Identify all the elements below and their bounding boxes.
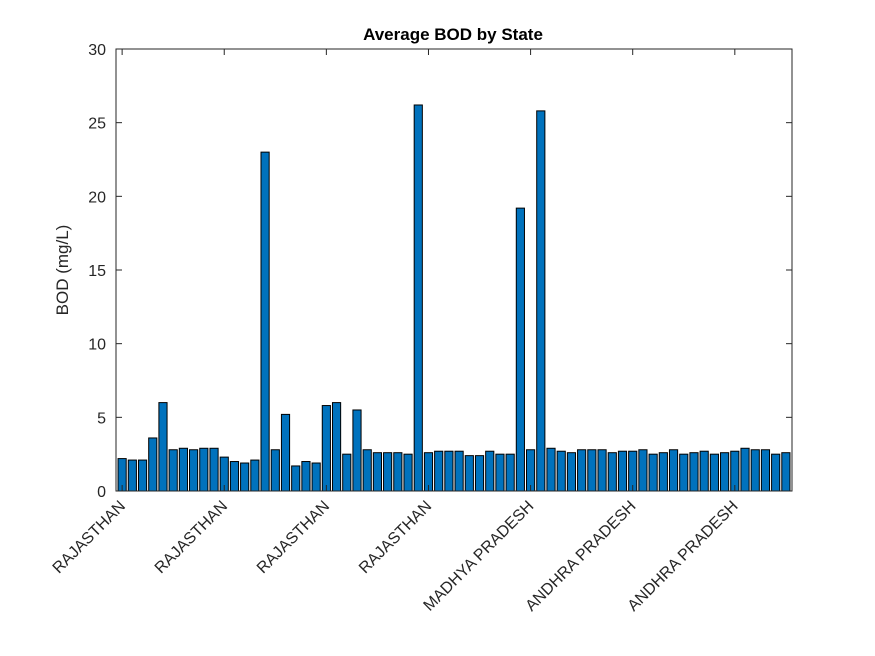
bar <box>199 447 209 492</box>
bar <box>464 455 474 492</box>
bar <box>362 449 372 492</box>
bar <box>454 450 464 492</box>
bar <box>444 450 454 492</box>
bar <box>526 449 536 492</box>
bar <box>679 453 689 492</box>
x-tick-label: RAJASTHAN <box>356 498 435 577</box>
bars-group <box>117 104 791 492</box>
bar <box>495 453 505 492</box>
bar <box>515 207 525 492</box>
bar <box>434 450 444 492</box>
bar <box>352 409 362 492</box>
bar <box>168 449 178 492</box>
bar <box>250 459 260 492</box>
bar <box>536 110 546 492</box>
bar <box>474 455 485 492</box>
y-tick-label: 10 <box>88 337 106 354</box>
x-ticks-group: RAJASTHAN RAJASTHAN RAJASTHAN RAJASTHANMADH… <box>50 49 742 615</box>
bar <box>209 447 219 492</box>
x-tick-label: RAJASTHAN <box>50 498 129 577</box>
axes-group <box>115 48 793 492</box>
x-tick-label: ANDHRA PRADESH <box>523 498 640 615</box>
bar <box>638 449 648 492</box>
bar <box>485 450 495 492</box>
bar <box>413 104 423 492</box>
bar <box>301 461 311 492</box>
bar <box>709 453 719 492</box>
plot-area-box <box>115 48 793 492</box>
bar <box>658 452 668 492</box>
y-tick-label: 25 <box>88 116 106 133</box>
bar <box>331 402 342 492</box>
bar <box>689 452 699 492</box>
bar <box>566 452 577 492</box>
bar <box>781 452 791 492</box>
bar <box>577 449 587 492</box>
bar <box>505 453 515 492</box>
bar <box>648 453 658 492</box>
bar <box>260 151 270 492</box>
y-tick-label: 15 <box>88 263 106 280</box>
bar <box>372 452 382 492</box>
x-tick-label: RAJASTHAN <box>152 498 231 577</box>
y-tick-label: 20 <box>88 189 106 206</box>
bar <box>393 452 403 492</box>
y-tick-label: 0 <box>97 484 106 501</box>
bar <box>617 450 628 492</box>
bar <box>403 453 413 492</box>
y-axis-label: BOD (mg/L) <box>53 225 72 316</box>
y-ticks-group: 0 5 10 15 20 25 30 <box>88 42 792 501</box>
bar <box>240 462 250 492</box>
x-tick-label: MADHYA PRADESH <box>421 498 538 615</box>
bar <box>158 402 168 492</box>
bar <box>720 452 730 492</box>
bar <box>740 447 750 492</box>
bar <box>189 449 199 492</box>
bar <box>148 437 158 492</box>
bar <box>342 453 352 492</box>
bar <box>546 447 556 492</box>
bar <box>321 405 331 492</box>
bar <box>280 413 291 492</box>
bar <box>771 453 781 492</box>
bar <box>127 459 137 492</box>
bar <box>699 450 709 492</box>
y-tick-label: 30 <box>88 42 106 59</box>
bar <box>587 449 597 492</box>
bar <box>607 452 617 492</box>
chart-title: Average BOD by State <box>363 25 543 44</box>
x-tick-label: ANDHRA PRADESH <box>625 498 742 615</box>
bar <box>137 459 148 492</box>
bar <box>229 461 240 492</box>
bar <box>760 449 771 492</box>
bar <box>291 465 301 492</box>
x-tick-label: RAJASTHAN <box>254 498 333 577</box>
bar <box>668 449 679 492</box>
bar <box>311 462 321 492</box>
y-tick-label: 5 <box>97 410 106 427</box>
bar <box>556 450 566 492</box>
bar <box>597 449 607 492</box>
bar <box>178 447 188 492</box>
bar <box>383 452 393 492</box>
bar <box>750 449 760 492</box>
bar <box>270 449 280 492</box>
